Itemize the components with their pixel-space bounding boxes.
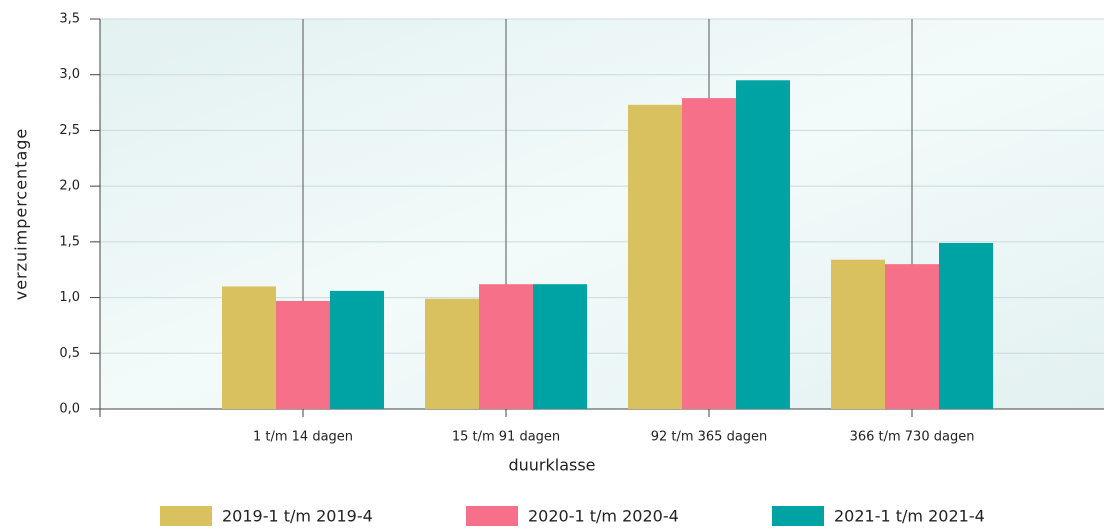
x-tick-label: 92 t/m 365 dagen (651, 430, 768, 445)
legend-label: 2020-1 t/m 2020-4 (528, 507, 679, 526)
y-tick-label: 0,5 (59, 346, 80, 361)
y-tick-label: 1,5 (59, 234, 80, 249)
x-axis-label: duurklasse (508, 456, 595, 475)
legend-swatch (772, 506, 824, 526)
bar (939, 242, 993, 409)
legend-label: 2019-1 t/m 2019-4 (222, 507, 373, 526)
y-tick-label: 1,0 (59, 290, 80, 305)
bar (533, 284, 587, 409)
bar (831, 259, 885, 409)
x-tick-label: 1 t/m 14 dagen (253, 430, 353, 445)
y-tick-label: 2,5 (59, 123, 80, 138)
bar (479, 284, 533, 409)
legend-swatch (160, 506, 212, 526)
bar (628, 104, 682, 410)
y-tick-label: 0,0 (59, 402, 80, 417)
bar (682, 98, 736, 409)
legend-swatch (466, 506, 518, 526)
x-tick-label: 15 t/m 91 dagen (452, 430, 560, 445)
y-tick-label: 3,0 (59, 67, 80, 82)
bar (276, 300, 330, 409)
y-axis-label: verzuimpercentage (12, 128, 31, 301)
bar (885, 264, 939, 409)
bar (330, 290, 384, 409)
bar (736, 80, 790, 410)
bar (222, 286, 276, 409)
x-tick-label: 366 t/m 730 dagen (850, 430, 975, 445)
bar (425, 298, 479, 409)
legend-label: 2021-1 t/m 2021-4 (834, 507, 985, 526)
y-tick-label: 2,0 (59, 179, 80, 194)
y-tick-label: 3,5 (59, 12, 80, 27)
